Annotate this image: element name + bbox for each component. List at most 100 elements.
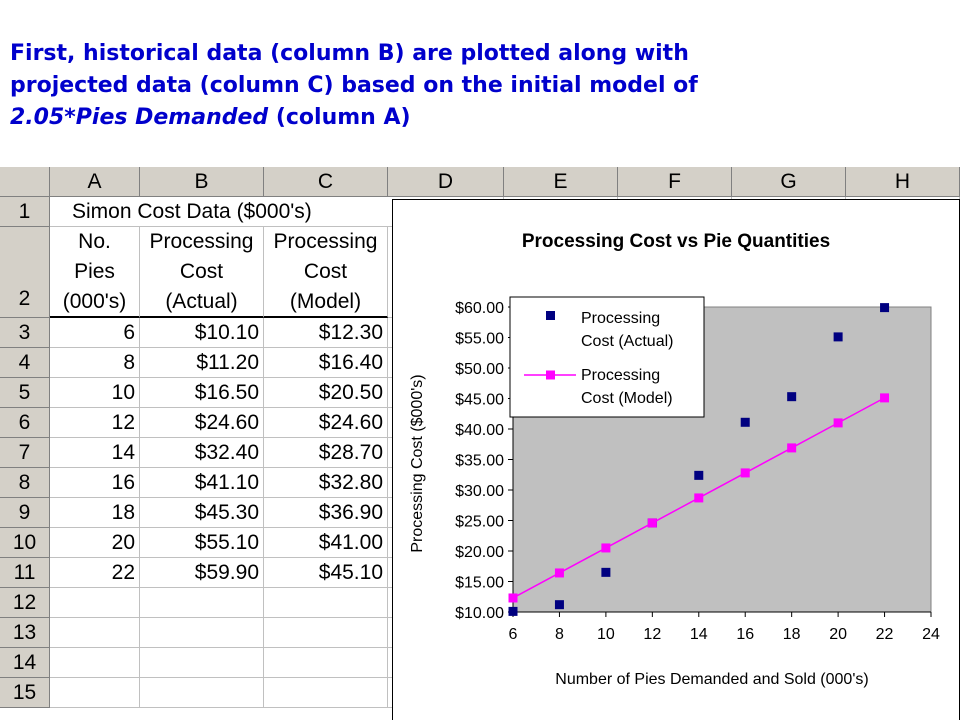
cell[interactable]	[50, 588, 140, 618]
data-cell[interactable]: $45.10	[264, 558, 388, 588]
caption-line-3-rest: (column A)	[268, 105, 411, 130]
model-data-point	[647, 518, 657, 528]
y-tick-label: $60.00	[455, 300, 504, 317]
cell[interactable]	[264, 648, 388, 678]
data-cell[interactable]: 16	[50, 468, 140, 498]
data-cell[interactable]: $32.40	[140, 438, 264, 468]
data-cell[interactable]: $24.60	[140, 408, 264, 438]
data-cell[interactable]: 22	[50, 558, 140, 588]
caption-line-2: projected data (column C) based on the i…	[10, 73, 698, 98]
data-cell[interactable]: $36.90	[264, 498, 388, 528]
embedded-chart[interactable]: Processing Cost vs Pie Quantities $10.00 $…	[392, 199, 960, 720]
column-header-a[interactable]: A	[50, 167, 140, 197]
y-axis-label: Processing Cost ($000's)	[409, 374, 426, 552]
header-line: Processing	[273, 230, 378, 253]
header-line: Processing	[149, 230, 254, 253]
data-cell[interactable]: 8	[50, 348, 140, 378]
data-cell[interactable]: 6	[50, 318, 140, 348]
header-line: Pies	[74, 260, 115, 283]
row-header[interactable]: 1	[0, 197, 50, 227]
x-tick-label: 6	[509, 626, 518, 643]
data-cell[interactable]: $10.10	[140, 318, 264, 348]
scatter-chart: Processing Cost vs Pie Quantities $10.00 $…	[409, 231, 940, 688]
data-cell[interactable]: $55.10	[140, 528, 264, 558]
select-all-corner[interactable]	[0, 167, 50, 197]
data-cell[interactable]: $41.10	[140, 468, 264, 498]
data-cell[interactable]: $16.50	[140, 378, 264, 408]
data-cell[interactable]: $28.70	[264, 438, 388, 468]
actual-data-point	[694, 470, 704, 480]
row-header[interactable]: 5	[0, 378, 50, 408]
header-line: (Model)	[289, 290, 362, 313]
header-cell-a[interactable]: No. Pies (000's)	[50, 227, 140, 318]
sheet-title-cell[interactable]: Simon Cost Data ($000's)	[50, 197, 388, 227]
legend-label-actual-line2: Cost (Actual)	[581, 333, 673, 350]
legend-marker-model	[546, 370, 555, 380]
legend-label-model-line1: Processing	[581, 367, 660, 384]
data-cell[interactable]: $24.60	[264, 408, 388, 438]
row-header[interactable]: 13	[0, 618, 50, 648]
data-cell[interactable]: $16.40	[264, 348, 388, 378]
cell[interactable]	[50, 678, 140, 708]
row-header[interactable]: 4	[0, 348, 50, 378]
data-cell[interactable]: 10	[50, 378, 140, 408]
row-header[interactable]: 7	[0, 438, 50, 468]
column-header-f[interactable]: F	[618, 167, 732, 197]
cell[interactable]	[50, 648, 140, 678]
x-tick-label: 16	[736, 626, 754, 643]
row-header[interactable]: 6	[0, 408, 50, 438]
y-tick-label: $15.00	[455, 575, 504, 592]
column-header-e[interactable]: E	[504, 167, 618, 197]
cell[interactable]	[140, 618, 264, 648]
legend-label-actual-line1: Processing	[581, 310, 660, 327]
model-data-point	[833, 418, 843, 428]
header-cell-b[interactable]: Processing Cost (Actual)	[140, 227, 264, 318]
cell[interactable]	[140, 588, 264, 618]
row-header[interactable]: 10	[0, 528, 50, 558]
row-header[interactable]: 9	[0, 498, 50, 528]
data-cell[interactable]: 14	[50, 438, 140, 468]
cell[interactable]	[264, 618, 388, 648]
data-cell[interactable]: $11.20	[140, 348, 264, 378]
model-data-point	[554, 568, 564, 578]
cell[interactable]	[140, 648, 264, 678]
row-header[interactable]: 14	[0, 648, 50, 678]
column-header-g[interactable]: G	[732, 167, 846, 197]
model-data-point	[787, 443, 797, 453]
row-header[interactable]: 12	[0, 588, 50, 618]
header-cell-c[interactable]: Processing Cost (Model)	[264, 227, 388, 318]
column-header-b[interactable]: B	[140, 167, 264, 197]
chart-title: Processing Cost vs Pie Quantities	[522, 231, 830, 252]
x-tick-label: 14	[690, 626, 708, 643]
cell[interactable]	[50, 618, 140, 648]
row-header[interactable]: 2	[0, 227, 50, 318]
y-tick-label: $30.00	[455, 483, 504, 500]
row-header[interactable]: 8	[0, 468, 50, 498]
cell[interactable]	[264, 588, 388, 618]
cell[interactable]	[140, 678, 264, 708]
data-cell[interactable]: $45.30	[140, 498, 264, 528]
data-cell[interactable]: $32.80	[264, 468, 388, 498]
data-cell[interactable]: $59.90	[140, 558, 264, 588]
y-tick-label: $55.00	[455, 331, 504, 348]
cell[interactable]	[264, 678, 388, 708]
data-cell[interactable]: 20	[50, 528, 140, 558]
actual-data-point	[833, 332, 843, 342]
data-cell[interactable]: 12	[50, 408, 140, 438]
caption-line-3: 2.05*Pies Demanded (column A)	[10, 102, 950, 134]
y-tick-label: $35.00	[455, 453, 504, 470]
row-header[interactable]: 11	[0, 558, 50, 588]
data-cell[interactable]: $41.00	[264, 528, 388, 558]
data-cell[interactable]: $12.30	[264, 318, 388, 348]
actual-data-point	[508, 606, 518, 616]
row-header[interactable]: 3	[0, 318, 50, 348]
model-data-point	[740, 468, 750, 478]
data-cell[interactable]: 18	[50, 498, 140, 528]
header-line: Cost	[303, 260, 348, 283]
data-cell[interactable]: $20.50	[264, 378, 388, 408]
column-header-d[interactable]: D	[388, 167, 504, 197]
y-tick-label: $10.00	[455, 605, 504, 622]
row-header[interactable]: 15	[0, 678, 50, 708]
column-header-c[interactable]: C	[264, 167, 388, 197]
column-header-h[interactable]: H	[846, 167, 960, 197]
